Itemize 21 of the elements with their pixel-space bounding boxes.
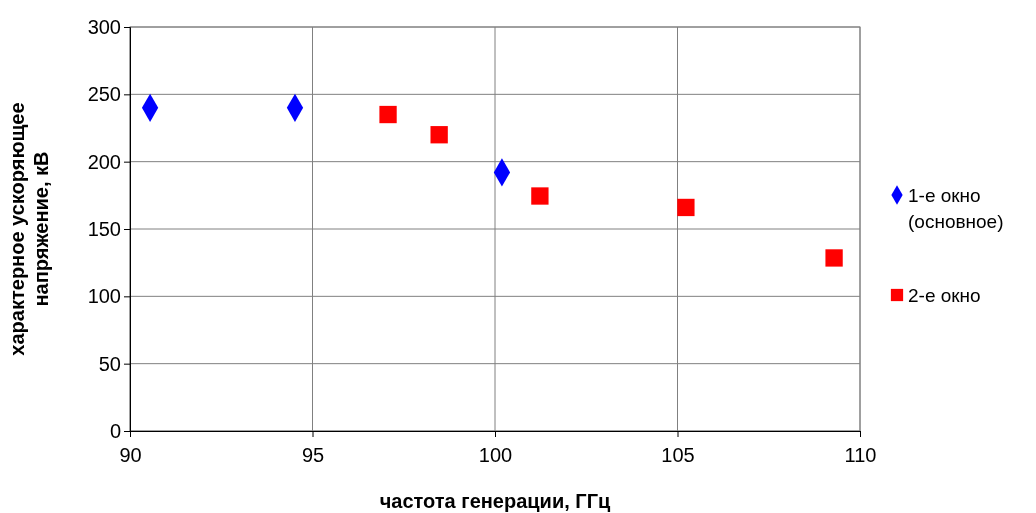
x-tick-label: 105 [661, 444, 695, 466]
x-tick-label: 110 [844, 444, 877, 466]
y-tick-label: 200 [87, 150, 121, 173]
x-tick-label: 90 [119, 444, 142, 466]
y-tick-label: 0 [109, 419, 121, 442]
y-tick-label: 300 [87, 15, 121, 38]
point [430, 126, 448, 144]
point [825, 249, 843, 267]
point [531, 187, 549, 205]
legend-label: 1-е окно (основное) [908, 185, 1004, 232]
x-tick-label: 100 [478, 444, 513, 466]
point [677, 198, 695, 217]
legend-label: 2-е окно [908, 285, 981, 306]
point [379, 105, 397, 124]
y-tick-label: 50 [98, 352, 121, 375]
x-tick-label: 95 [301, 444, 325, 466]
y-tick-label: 150 [87, 217, 121, 240]
y-axis-title: характерное ускоряющее напряжение, кВ [6, 102, 52, 356]
x-axis-title: частота генерации, ГГц [379, 490, 611, 512]
y-tick-label: 250 [87, 83, 121, 106]
y-tick-label: 100 [87, 285, 121, 308]
